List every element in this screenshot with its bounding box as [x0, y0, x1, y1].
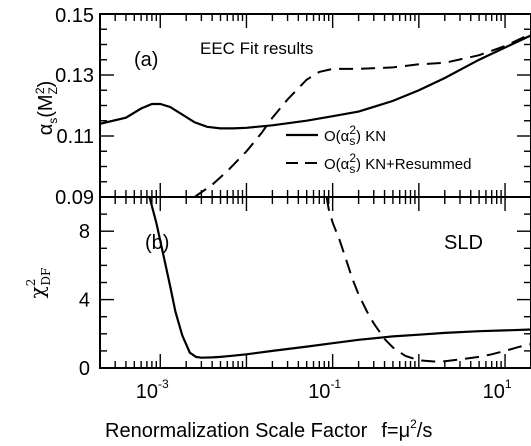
y-tick-label: 0.13 — [55, 65, 94, 87]
y-tick-label: 0.09 — [55, 187, 94, 209]
y-tick-label: 0.15 — [55, 5, 94, 27]
panel-a-ylabel: αs(MZ2) — [33, 81, 60, 136]
series-a-kn-resummed-line — [194, 32, 531, 197]
series-b-kn-resummed-line — [325, 197, 531, 363]
panel-a-annotation: EEC Fit results — [200, 39, 313, 58]
legend: O(αs2) KN O(αs2) KN+Resummed — [286, 123, 471, 176]
series-a-kn-line — [100, 34, 531, 130]
legend-entry-kn-resummed: O(αs2) KN+Resummed — [324, 151, 471, 176]
x-axis-title: Renormalization Scale Factor f=μ2/s — [105, 417, 432, 442]
x-tick-label: 10-3 — [136, 377, 169, 403]
panel-b-frame — [99, 196, 531, 369]
panel-a: 0.09 0.11 0.13 0.15 (a) EEC Fit results O(α… — [33, 5, 531, 209]
panel-b-annotation: SLD — [444, 232, 483, 254]
y-tick-label: 0.11 — [57, 126, 94, 148]
x-tick-label: 101 — [483, 377, 512, 403]
panel-b-label: (b) — [145, 232, 169, 254]
legend-entry-kn: O(αs2) KN — [324, 123, 386, 148]
panel-b-ylabel: χ2DF — [24, 268, 53, 299]
x-tick-label: 10-1 — [308, 377, 341, 403]
y-tick-label: 0 — [79, 358, 90, 380]
panel-a-label: (a) — [134, 49, 158, 71]
y-tick-label: 8 — [79, 221, 90, 243]
y-tick-label: 4 — [79, 290, 90, 312]
series-b-kn-line — [148, 197, 531, 359]
panel-b: 0 4 8 (b) SLD 10-3 10-1 101 χ2DF Renormaliza… — [24, 196, 531, 442]
